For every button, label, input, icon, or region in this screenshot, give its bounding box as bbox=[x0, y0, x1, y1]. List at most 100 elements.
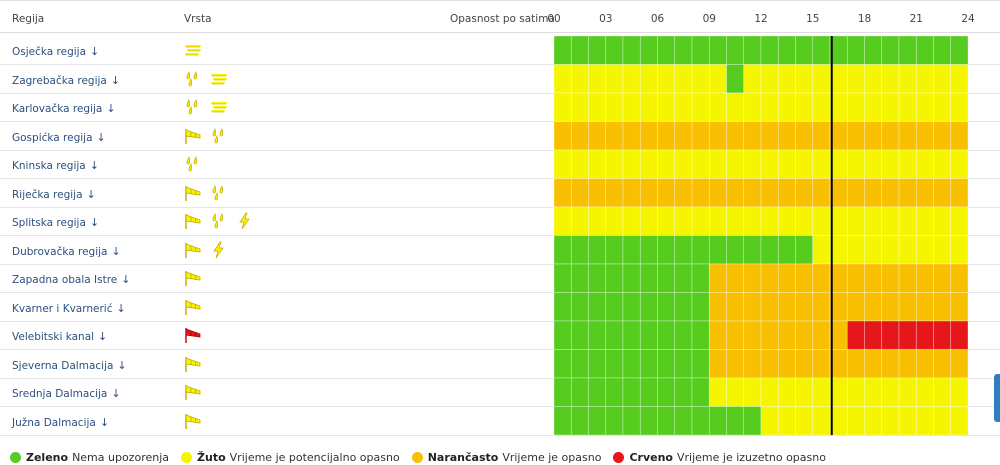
region-link[interactable]: Gospićka regija ↓ bbox=[12, 131, 106, 144]
hour-cell bbox=[777, 292, 796, 322]
region-link[interactable]: Osječka regija ↓ bbox=[12, 45, 99, 58]
region-link[interactable]: Zagrebačka regija ↓ bbox=[12, 74, 120, 87]
hour-cell bbox=[898, 121, 917, 151]
region-name: Riječka regija bbox=[12, 188, 83, 201]
hour-cell bbox=[898, 263, 917, 293]
arrow-down-icon: ↓ bbox=[106, 102, 116, 115]
hour-cell bbox=[915, 292, 934, 322]
region-link[interactable]: Kninska regija ↓ bbox=[12, 159, 99, 172]
hour-cell bbox=[760, 206, 779, 236]
hour-cell bbox=[674, 377, 693, 407]
hourly-danger-grid bbox=[554, 36, 968, 435]
region-column-header: Regija bbox=[12, 13, 45, 25]
hour-cell bbox=[726, 263, 745, 293]
region-link[interactable]: Južna Dalmacija ↓ bbox=[12, 416, 109, 429]
hour-cell bbox=[864, 349, 883, 379]
hour-cell bbox=[950, 36, 968, 65]
hour-cell bbox=[864, 64, 883, 94]
hour-cell bbox=[846, 263, 865, 293]
hour-cell bbox=[657, 292, 676, 322]
hour-cell bbox=[674, 149, 693, 179]
hour-cell bbox=[881, 64, 900, 94]
region-link[interactable]: Srednja Dalmacija ↓ bbox=[12, 387, 121, 400]
hour-cell bbox=[812, 349, 831, 379]
hour-cell bbox=[812, 64, 831, 94]
region-link[interactable]: Sjeverna Dalmacija ↓ bbox=[12, 359, 127, 372]
hour-cell bbox=[622, 406, 641, 435]
hour-cell bbox=[691, 292, 710, 322]
hour-cell bbox=[708, 320, 727, 350]
hour-cell bbox=[605, 235, 624, 265]
hour-cell bbox=[674, 64, 693, 94]
hour-cell bbox=[743, 64, 762, 94]
hour-cell bbox=[639, 121, 658, 151]
hour-cell bbox=[950, 92, 968, 122]
hour-cell bbox=[726, 206, 745, 236]
legend-description: Vrijeme je izuzetno opasno bbox=[676, 450, 826, 464]
hour-cell bbox=[846, 406, 865, 435]
legend-level-name: Zeleno bbox=[26, 450, 69, 464]
hour-cell bbox=[691, 149, 710, 179]
table-row: Kninska regija ↓ bbox=[0, 150, 1000, 179]
hour-cell bbox=[950, 149, 968, 179]
hour-cell bbox=[691, 377, 710, 407]
hour-cell bbox=[898, 36, 917, 65]
region-link[interactable]: Zapadna obala Istre ↓ bbox=[12, 273, 130, 286]
hour-cell bbox=[743, 263, 762, 293]
hour-cell bbox=[743, 149, 762, 179]
table-row: Kvarner i Kvarnerić ↓ bbox=[0, 293, 1000, 322]
hour-cell bbox=[588, 206, 607, 236]
side-tab[interactable] bbox=[994, 374, 1000, 422]
region-name: Zapadna obala Istre bbox=[12, 274, 118, 286]
hour-cell bbox=[622, 92, 641, 122]
hour-cell bbox=[846, 121, 865, 151]
region-link[interactable]: Kvarner i Kvarnerić ↓ bbox=[12, 302, 126, 315]
region-link[interactable]: Splitska regija ↓ bbox=[12, 216, 99, 229]
warning-type-icons bbox=[184, 298, 202, 316]
hour-cell bbox=[639, 178, 658, 208]
hour-cell bbox=[657, 64, 676, 94]
table-row: Karlovačka regija ↓ bbox=[0, 93, 1000, 122]
hour-cell bbox=[657, 149, 676, 179]
hour-cell bbox=[760, 292, 779, 322]
hour-cell bbox=[605, 121, 624, 151]
hour-cell bbox=[898, 235, 917, 265]
hour-cell bbox=[743, 206, 762, 236]
legend-description: Vrijeme je opasno bbox=[502, 450, 602, 464]
hour-cell bbox=[933, 263, 952, 293]
hour-cell bbox=[674, 206, 693, 236]
hour-cell bbox=[743, 92, 762, 122]
hour-cell bbox=[795, 235, 814, 265]
region-link[interactable]: Dubrovačka regija ↓ bbox=[12, 245, 121, 258]
wind-icon bbox=[184, 383, 202, 401]
wind-red-icon bbox=[184, 326, 202, 344]
region-link[interactable]: Karlovačka regija ↓ bbox=[12, 102, 116, 115]
hour-cell bbox=[674, 36, 693, 65]
hour-cell bbox=[777, 263, 796, 293]
rain-icon bbox=[184, 155, 202, 173]
legend-item-red: Crveno Vrijeme je izuzetno opasno bbox=[613, 451, 826, 464]
region-link[interactable]: Riječka regija ↓ bbox=[12, 188, 96, 201]
hour-cell bbox=[950, 377, 968, 407]
hour-cell bbox=[605, 64, 624, 94]
hour-cell bbox=[708, 178, 727, 208]
hour-tick-label: 24 bbox=[961, 13, 975, 25]
hour-cell bbox=[915, 206, 934, 236]
hour-cell bbox=[588, 36, 607, 65]
hour-cell bbox=[760, 320, 779, 350]
hour-cell bbox=[554, 121, 572, 151]
legend-item-orange: Narančasto Vrijeme je opasno bbox=[411, 450, 602, 464]
hour-cell bbox=[657, 36, 676, 65]
wind-icon bbox=[184, 355, 202, 373]
warning-type-icons bbox=[184, 98, 228, 116]
legend-item-green: Zeleno Nema upozorenja bbox=[10, 451, 169, 464]
hour-cell bbox=[726, 292, 745, 322]
hour-cell bbox=[915, 64, 934, 94]
region-link[interactable]: Velebitski kanal ↓ bbox=[12, 330, 107, 343]
hour-cell bbox=[915, 92, 934, 122]
hour-tick-label: 12 bbox=[754, 13, 768, 25]
hour-cell bbox=[933, 292, 952, 322]
hour-cell bbox=[743, 178, 762, 208]
hour-cell bbox=[657, 320, 676, 350]
hour-cell bbox=[743, 320, 762, 350]
